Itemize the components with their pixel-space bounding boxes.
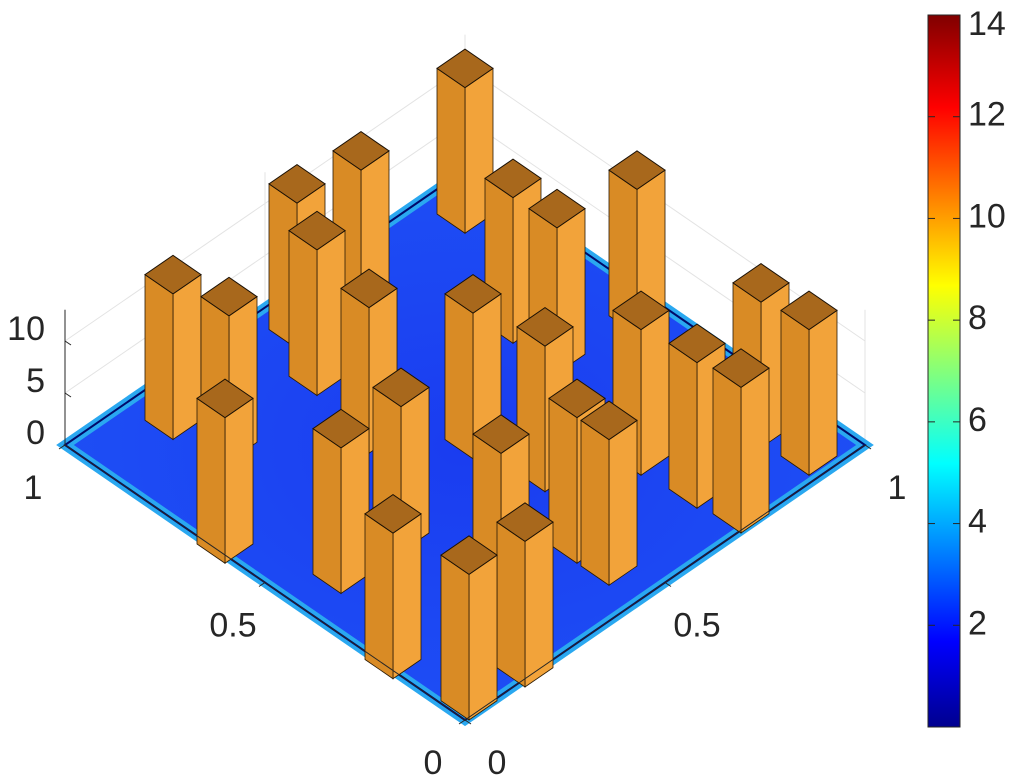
pillar-top [372, 367, 430, 408]
z-tick [64, 392, 72, 398]
pillar [440, 535, 498, 721]
pillar [496, 502, 554, 688]
pillar [196, 378, 254, 565]
pillar-top [608, 150, 666, 191]
colorbar-tick-label: 2 [968, 604, 987, 642]
x-tick [258, 582, 266, 587]
pillar-face [312, 427, 342, 595]
y-tick [464, 719, 472, 725]
z-tick-label: 5 [26, 362, 45, 400]
x-tick-label: 1 [24, 469, 43, 507]
pillar-top [196, 378, 254, 419]
pillar-face [144, 273, 174, 441]
pillar-top [332, 131, 390, 171]
pillar-top [712, 348, 770, 389]
pillar [312, 408, 370, 595]
pillar-top [580, 400, 638, 441]
pillar-face [668, 342, 698, 510]
colorbar-tick-label: 4 [968, 503, 987, 541]
z-tick-label: 10 [7, 310, 45, 348]
pillar-top [668, 323, 726, 364]
pillar-top [496, 502, 554, 543]
pillar-top [444, 274, 502, 314]
pillar-top [732, 263, 790, 303]
pillar-face [712, 367, 742, 534]
pillar-top [516, 307, 574, 347]
pillar-face [580, 419, 610, 587]
pillar-top [440, 535, 498, 576]
x-tick [458, 719, 466, 725]
pillar-top [548, 378, 606, 419]
colorbar-tick-label: 6 [968, 401, 987, 439]
pillar-top [436, 48, 494, 89]
pillar-face [436, 67, 466, 235]
y-tick-label: 0 [488, 744, 507, 782]
x-tick-label: 0 [424, 744, 443, 782]
pillar-top [288, 210, 346, 251]
pillar-face [496, 521, 526, 688]
pillar-face [440, 554, 470, 721]
pillar [144, 254, 202, 441]
pillar-top [528, 188, 586, 229]
pillar-face [780, 309, 810, 477]
pillars [144, 48, 838, 721]
pillar-top [200, 276, 258, 317]
pillar-face [640, 309, 670, 477]
pillar-face [740, 367, 770, 534]
pillar-top [364, 494, 422, 534]
colorbar-tick-label: 14 [968, 5, 1006, 43]
pillar [444, 274, 502, 460]
pillar-face [808, 309, 838, 477]
z-tick-label: 0 [26, 414, 45, 452]
z-tick [64, 444, 72, 450]
pillar-top [780, 290, 838, 331]
pillar-top [612, 290, 670, 331]
y-tick [864, 444, 872, 450]
pillar-face [392, 513, 422, 680]
pillar [364, 494, 422, 680]
pillar-top [340, 268, 398, 309]
pillar-top [268, 164, 326, 204]
y-tick-label: 0.5 [673, 606, 720, 644]
y-tick [664, 582, 672, 587]
pillar [288, 210, 346, 397]
colorbar-tick-label: 10 [968, 197, 1006, 235]
pillar-face [468, 554, 498, 721]
z-tick [64, 340, 72, 346]
colorbar-tick-label: 12 [968, 96, 1006, 134]
colorbar-tick-label: 8 [968, 299, 987, 337]
pillar-face [224, 397, 254, 565]
pillar-top [144, 254, 202, 295]
y-tick-label: 1 [888, 469, 907, 507]
colorbar [927, 14, 961, 728]
pillar [436, 48, 494, 235]
x-tick [58, 444, 66, 450]
colorbar-ticks: 2 4 6 8 10 12 14 [928, 5, 1006, 642]
pillar-top [484, 158, 542, 199]
pillar [712, 348, 770, 534]
pillar-face [444, 293, 474, 460]
pillar-top [312, 408, 370, 449]
pillar [780, 290, 838, 477]
pillar-top [472, 414, 530, 455]
pillar-face [288, 229, 318, 397]
x-tick-label: 0.5 [209, 606, 256, 644]
pillar [580, 400, 638, 587]
pillar-face [608, 419, 638, 587]
